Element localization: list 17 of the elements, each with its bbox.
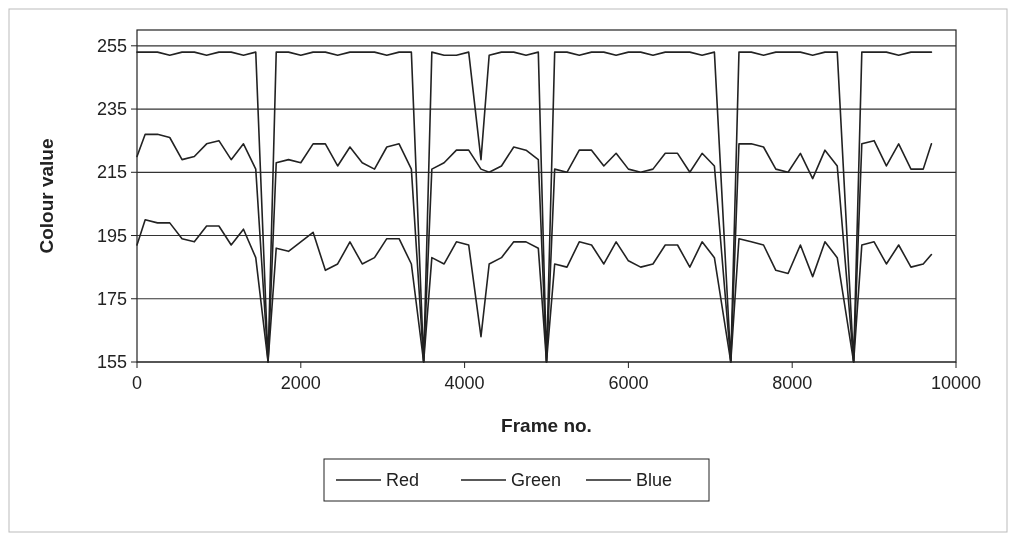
x-tick-label: 4000 (444, 373, 485, 393)
legend-label: Blue (636, 470, 673, 490)
y-tick-label: 155 (96, 352, 127, 372)
y-axis-title: Colour value (36, 138, 57, 254)
x-tick-label: 10000 (930, 373, 982, 393)
x-tick-label: 2000 (280, 373, 321, 393)
x-axis-title: Frame no. (501, 415, 592, 436)
legend-label: Green (511, 470, 562, 490)
x-tick-label: 8000 (772, 373, 813, 393)
y-tick-label: 195 (96, 225, 127, 246)
legend-label: Red (386, 470, 420, 490)
y-tick-label: 175 (96, 288, 127, 309)
y-tick-label: 235 (96, 99, 127, 120)
x-tick-label: 6000 (608, 373, 649, 393)
y-tick-label: 215 (96, 162, 127, 183)
y-tick-label: 255 (96, 35, 127, 56)
x-tick-label: 0 (131, 373, 143, 393)
